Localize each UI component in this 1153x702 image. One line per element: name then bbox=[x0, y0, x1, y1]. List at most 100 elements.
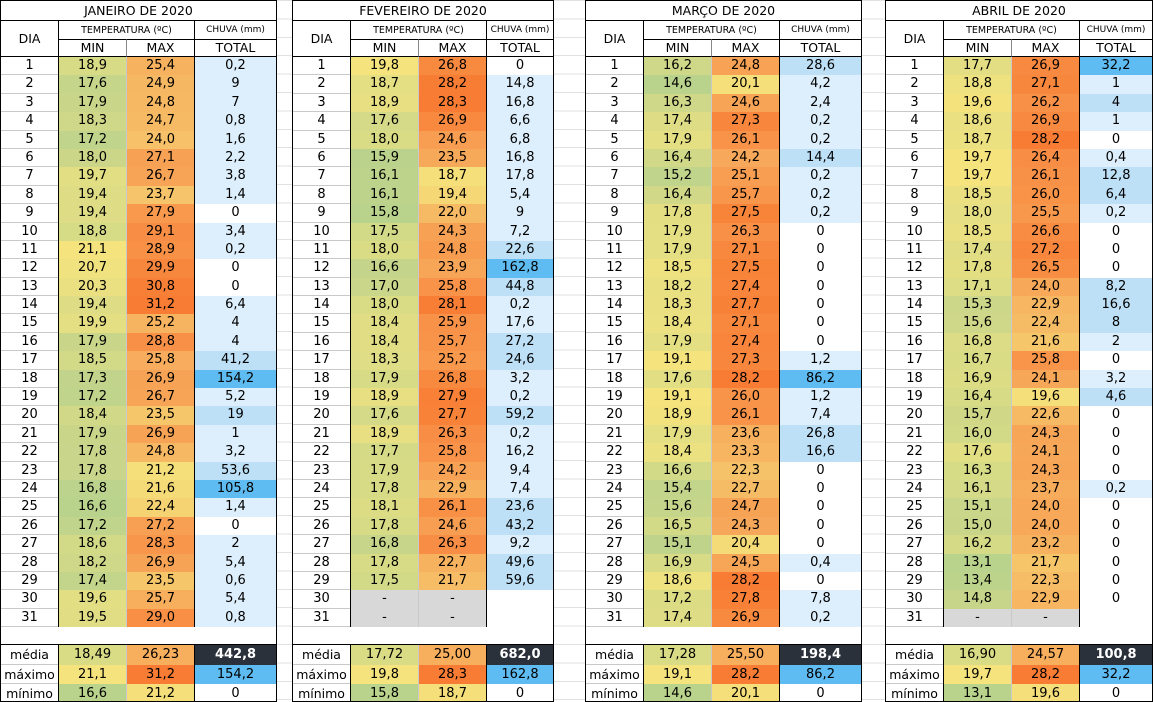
day-row: 19 19,1 26,0 1,2 bbox=[586, 388, 861, 407]
min-temp: 18,6 bbox=[59, 535, 127, 554]
day-row: 30 19,6 25,7 5,4 bbox=[1, 590, 276, 609]
day-row: 16 17,9 27,4 0 bbox=[586, 332, 861, 352]
day-row: 29 18,6 28,2 0 bbox=[586, 571, 861, 591]
day-row: 19 17,2 26,7 5,2 bbox=[1, 388, 276, 407]
min-temp: 18,6 bbox=[944, 112, 1012, 131]
rain-total: 0 bbox=[780, 461, 861, 480]
max-header: MAX bbox=[712, 39, 780, 57]
rain-total: 4,6 bbox=[1080, 388, 1152, 407]
max-temp: 22,7 bbox=[419, 553, 487, 572]
min-temp: 18,4 bbox=[644, 314, 712, 333]
day-number: 6 bbox=[886, 148, 944, 168]
max-temp: 22,9 bbox=[1012, 590, 1080, 609]
min-temp: 16,1 bbox=[351, 185, 419, 205]
day-number: 28 bbox=[886, 553, 944, 572]
day-row: 12 16,6 23,9 162,8 bbox=[293, 259, 553, 278]
rain-total: 44,8 bbox=[487, 277, 553, 297]
day-number: 22 bbox=[293, 443, 351, 462]
day-row: 29 13,4 22,3 0 bbox=[886, 571, 1152, 591]
rain-total: 0 bbox=[1080, 571, 1152, 591]
rain-total: 0 bbox=[1080, 553, 1152, 572]
rain-total: 0,2 bbox=[487, 424, 553, 444]
max-temp: 28,1 bbox=[419, 296, 487, 315]
rain-total: 9,2 bbox=[487, 535, 553, 554]
day-number: 21 bbox=[1, 424, 59, 444]
max-temp: 26,7 bbox=[127, 167, 195, 186]
max-temp: 27,2 bbox=[1012, 240, 1080, 260]
min-temp: 17,2 bbox=[59, 388, 127, 407]
min-temp: 17,8 bbox=[944, 259, 1012, 278]
max-temp: 28,8 bbox=[127, 332, 195, 352]
rain-header: CHUVA (mm) bbox=[487, 20, 553, 39]
stat-label: mínimo bbox=[886, 684, 944, 701]
day-row: 9 18,0 25,5 0,2 bbox=[886, 204, 1152, 223]
min-temp: 17,9 bbox=[644, 130, 712, 149]
rain-total: 8,2 bbox=[1080, 277, 1152, 297]
day-row: 20 18,9 26,1 7,4 bbox=[586, 406, 861, 425]
rain-total: 7,2 bbox=[487, 222, 553, 241]
day-row: 20 18,4 23,5 19 bbox=[1, 406, 276, 425]
day-row: 24 17,8 22,9 7,4 bbox=[293, 479, 553, 499]
day-row: 5 18,0 24,6 6,8 bbox=[293, 130, 553, 149]
day-row: 11 17,9 27,1 0 bbox=[586, 240, 861, 260]
day-row: 26 16,5 24,3 0 bbox=[586, 516, 861, 536]
rain-total: 3,2 bbox=[195, 443, 276, 462]
min-temp: 19,1 bbox=[644, 388, 712, 407]
day-number: 8 bbox=[293, 185, 351, 205]
min-temp: 19,7 bbox=[944, 167, 1012, 186]
min-temp: 19,4 bbox=[59, 204, 127, 223]
stat-label: mínimo bbox=[586, 684, 644, 701]
min-temp: 16,3 bbox=[644, 93, 712, 113]
max-temp: 24,6 bbox=[419, 516, 487, 536]
rain-total: 4 bbox=[195, 314, 276, 333]
min-temp: 16,6 bbox=[644, 461, 712, 480]
day-row: 2 17,6 24,9 9 bbox=[1, 75, 276, 94]
rain-header: CHUVA (mm) bbox=[195, 20, 276, 39]
day-number: 27 bbox=[886, 535, 944, 554]
day-number: 13 bbox=[886, 277, 944, 297]
day-number: 14 bbox=[886, 296, 944, 315]
max-temp: 28,3 bbox=[127, 535, 195, 554]
rain-total: 59,2 bbox=[487, 406, 553, 425]
day-number: 24 bbox=[886, 479, 944, 499]
stat-total: 442,8 bbox=[195, 645, 276, 665]
day-number: 16 bbox=[886, 332, 944, 352]
min-temp: 15,3 bbox=[944, 296, 1012, 315]
rain-total: 0 bbox=[1080, 240, 1152, 260]
day-row: 4 17,4 27,3 0,2 bbox=[586, 112, 861, 131]
min-temp: 19,6 bbox=[59, 590, 127, 609]
min-temp: 18,7 bbox=[944, 130, 1012, 149]
max-header: MAX bbox=[419, 39, 487, 57]
max-temp: 27,7 bbox=[419, 406, 487, 425]
max-temp: 27,3 bbox=[712, 112, 780, 131]
max-temp: 27,5 bbox=[712, 204, 780, 223]
rain-total: 26,8 bbox=[780, 424, 861, 444]
min-header: MIN bbox=[351, 39, 419, 57]
min-temp: 17,2 bbox=[59, 516, 127, 536]
min-temp: 18,5 bbox=[644, 259, 712, 278]
day-number: 10 bbox=[586, 222, 644, 241]
rain-total bbox=[1080, 608, 1152, 628]
min-temp: 16,1 bbox=[351, 167, 419, 186]
day-row: 21 17,9 23,6 26,8 bbox=[586, 424, 861, 444]
max-temp: 27,7 bbox=[712, 296, 780, 315]
day-row: 5 17,9 26,1 0,2 bbox=[586, 130, 861, 149]
stat-total: 198,4 bbox=[780, 645, 861, 665]
rain-total: 0 bbox=[780, 277, 861, 297]
day-row: 9 17,8 27,5 0,2 bbox=[586, 204, 861, 223]
rain-total: 0,2 bbox=[780, 167, 861, 186]
day-row: 16 17,9 28,8 4 bbox=[1, 332, 276, 352]
max-temp: 25,4 bbox=[127, 57, 195, 76]
max-temp: 24,3 bbox=[712, 516, 780, 536]
max-temp: 26,8 bbox=[419, 57, 487, 76]
day-number: 24 bbox=[1, 479, 59, 499]
min-temp: 15,8 bbox=[351, 204, 419, 223]
day-number: 5 bbox=[1, 130, 59, 149]
rain-total: 32,2 bbox=[1080, 57, 1152, 76]
day-row: 27 16,2 23,2 0 bbox=[886, 535, 1152, 554]
max-temp: 25,7 bbox=[127, 590, 195, 609]
min-temp: 16,4 bbox=[644, 185, 712, 205]
stat-min: 19,7 bbox=[944, 664, 1012, 684]
minimo-row: mínimo 14,6 20,1 0 bbox=[586, 684, 861, 701]
day-number: 29 bbox=[586, 571, 644, 591]
